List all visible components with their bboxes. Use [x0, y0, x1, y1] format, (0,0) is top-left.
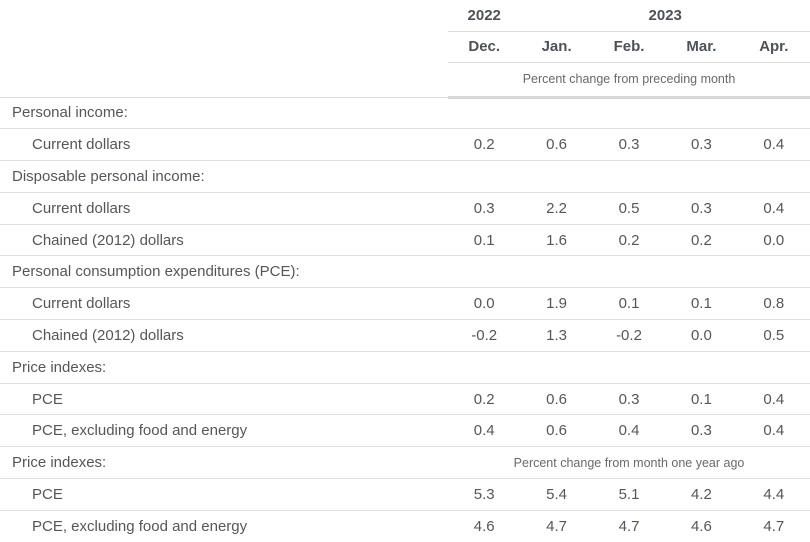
- month-row-spacer: [0, 31, 448, 62]
- empty-cell: [448, 351, 810, 384]
- data-row: Chained (2012) dollars -0.2 1.3 -0.2 0.0 0.5: [0, 319, 810, 352]
- year-header-2023: 2023: [520, 0, 810, 32]
- value-cell: 0.1: [665, 287, 738, 321]
- value-cell: 0.6: [520, 383, 593, 416]
- data-row: PCE, excluding food and energy 0.4 0.6 0.4 0…: [0, 414, 810, 448]
- value-cell: 0.4: [448, 414, 521, 448]
- value-cell: 4.7: [737, 510, 810, 542]
- value-cell: 0.4: [737, 128, 810, 162]
- section-label: Personal income:: [0, 97, 449, 130]
- value-cell: 1.6: [520, 224, 593, 257]
- data-row: PCE 5.3 5.4 5.1 4.2 4.4: [0, 478, 810, 511]
- value-cell: 5.4: [520, 478, 593, 511]
- value-cell: 4.6: [665, 510, 738, 542]
- section-label: Personal consumption expenditures (PCE):: [0, 255, 449, 289]
- section-label: Price indexes:: [0, 446, 449, 480]
- value-cell: -0.2: [592, 319, 666, 352]
- unit-note-yearly: Percent change from month one year ago: [448, 446, 810, 480]
- value-cell: 1.9: [520, 287, 593, 321]
- value-cell: 0.3: [665, 128, 738, 162]
- data-row: Current dollars 0.3 2.2 0.5 0.3 0.4: [0, 192, 810, 225]
- month-header-apr: Apr.: [737, 31, 810, 63]
- value-cell: 0.2: [665, 224, 738, 257]
- value-cell: 0.1: [665, 383, 738, 416]
- row-label: PCE, excluding food and energy: [0, 510, 449, 542]
- value-cell: 5.1: [592, 478, 666, 511]
- data-row: PCE 0.2 0.6 0.3 0.1 0.4: [0, 383, 810, 416]
- value-cell: 0.3: [665, 414, 738, 448]
- value-cell: 0.4: [592, 414, 666, 448]
- row-label: PCE: [0, 383, 449, 416]
- unit-note-monthly: Percent change from preceding month: [448, 62, 810, 99]
- units-header-row: Percent change from preceding month: [0, 62, 810, 99]
- row-label: Current dollars: [0, 128, 449, 162]
- value-cell: 0.2: [448, 383, 521, 416]
- value-cell: 0.8: [737, 287, 810, 321]
- section-label: Disposable personal income:: [0, 160, 449, 193]
- value-cell: 0.0: [665, 319, 738, 352]
- row-label: Chained (2012) dollars: [0, 319, 449, 352]
- value-cell: 0.4: [737, 192, 810, 225]
- value-cell: 0.3: [665, 192, 738, 225]
- value-cell: 4.4: [737, 478, 810, 511]
- value-cell: 0.6: [520, 414, 593, 448]
- data-row: PCE, excluding food and energy 4.6 4.7 4.7 4…: [0, 510, 810, 542]
- value-cell: 0.2: [592, 224, 666, 257]
- empty-cell: [448, 160, 810, 193]
- value-cell: 1.3: [520, 319, 593, 352]
- value-cell: 0.1: [592, 287, 666, 321]
- month-header-row: Dec. Jan. Feb. Mar. Apr.: [0, 31, 810, 63]
- value-cell: 0.3: [592, 383, 666, 416]
- month-header-dec: Dec.: [448, 31, 521, 63]
- table-body: Personal income: Current dollars 0.2 0.6 0.3…: [0, 97, 810, 542]
- value-cell: -0.2: [448, 319, 521, 352]
- value-cell: 0.3: [592, 128, 666, 162]
- empty-cell: [448, 97, 810, 130]
- year-header-row: 2022 2023: [0, 0, 810, 32]
- value-cell: 0.2: [448, 128, 521, 162]
- empty-cell: [448, 255, 810, 289]
- value-cell: 0.5: [737, 319, 810, 352]
- data-row: Current dollars 0.0 1.9 0.1 0.1 0.8: [0, 287, 810, 321]
- value-cell: 5.3: [448, 478, 521, 511]
- value-cell: 4.7: [592, 510, 666, 542]
- value-cell: 0.3: [448, 192, 521, 225]
- corner-spacer: [0, 0, 448, 31]
- value-cell: 0.0: [448, 287, 521, 321]
- value-cell: 0.4: [737, 414, 810, 448]
- month-header-jan: Jan.: [520, 31, 593, 63]
- table-header: 2022 2023 Dec. Jan. Feb. Mar. Apr. Perce…: [0, 0, 810, 99]
- row-label: PCE: [0, 478, 449, 511]
- value-cell: 0.0: [737, 224, 810, 257]
- data-row: Current dollars 0.2 0.6 0.3 0.3 0.4: [0, 128, 810, 162]
- value-cell: 4.6: [448, 510, 521, 542]
- value-cell: 0.5: [592, 192, 666, 225]
- section-row: Price indexes: Percent change from month …: [0, 446, 810, 480]
- row-label: Chained (2012) dollars: [0, 224, 449, 257]
- value-cell: 0.4: [737, 383, 810, 416]
- month-header-feb: Feb.: [592, 31, 666, 63]
- section-row: Disposable personal income:: [0, 160, 810, 193]
- month-header-mar: Mar.: [665, 31, 738, 63]
- row-label: Current dollars: [0, 192, 449, 225]
- value-cell: 0.6: [520, 128, 593, 162]
- section-row: Personal consumption expenditures (PCE):: [0, 255, 810, 289]
- section-row: Personal income:: [0, 97, 810, 130]
- value-cell: 0.1: [448, 224, 521, 257]
- units-row-spacer: [0, 62, 449, 98]
- row-label: Current dollars: [0, 287, 449, 321]
- data-row: Chained (2012) dollars 0.1 1.6 0.2 0.2 0.0: [0, 224, 810, 257]
- section-label: Price indexes:: [0, 351, 449, 384]
- year-header-2022: 2022: [448, 0, 521, 32]
- value-cell: 2.2: [520, 192, 593, 225]
- value-cell: 4.7: [520, 510, 593, 542]
- row-label: PCE, excluding food and energy: [0, 414, 449, 448]
- value-cell: 4.2: [665, 478, 738, 511]
- section-row: Price indexes:: [0, 351, 810, 384]
